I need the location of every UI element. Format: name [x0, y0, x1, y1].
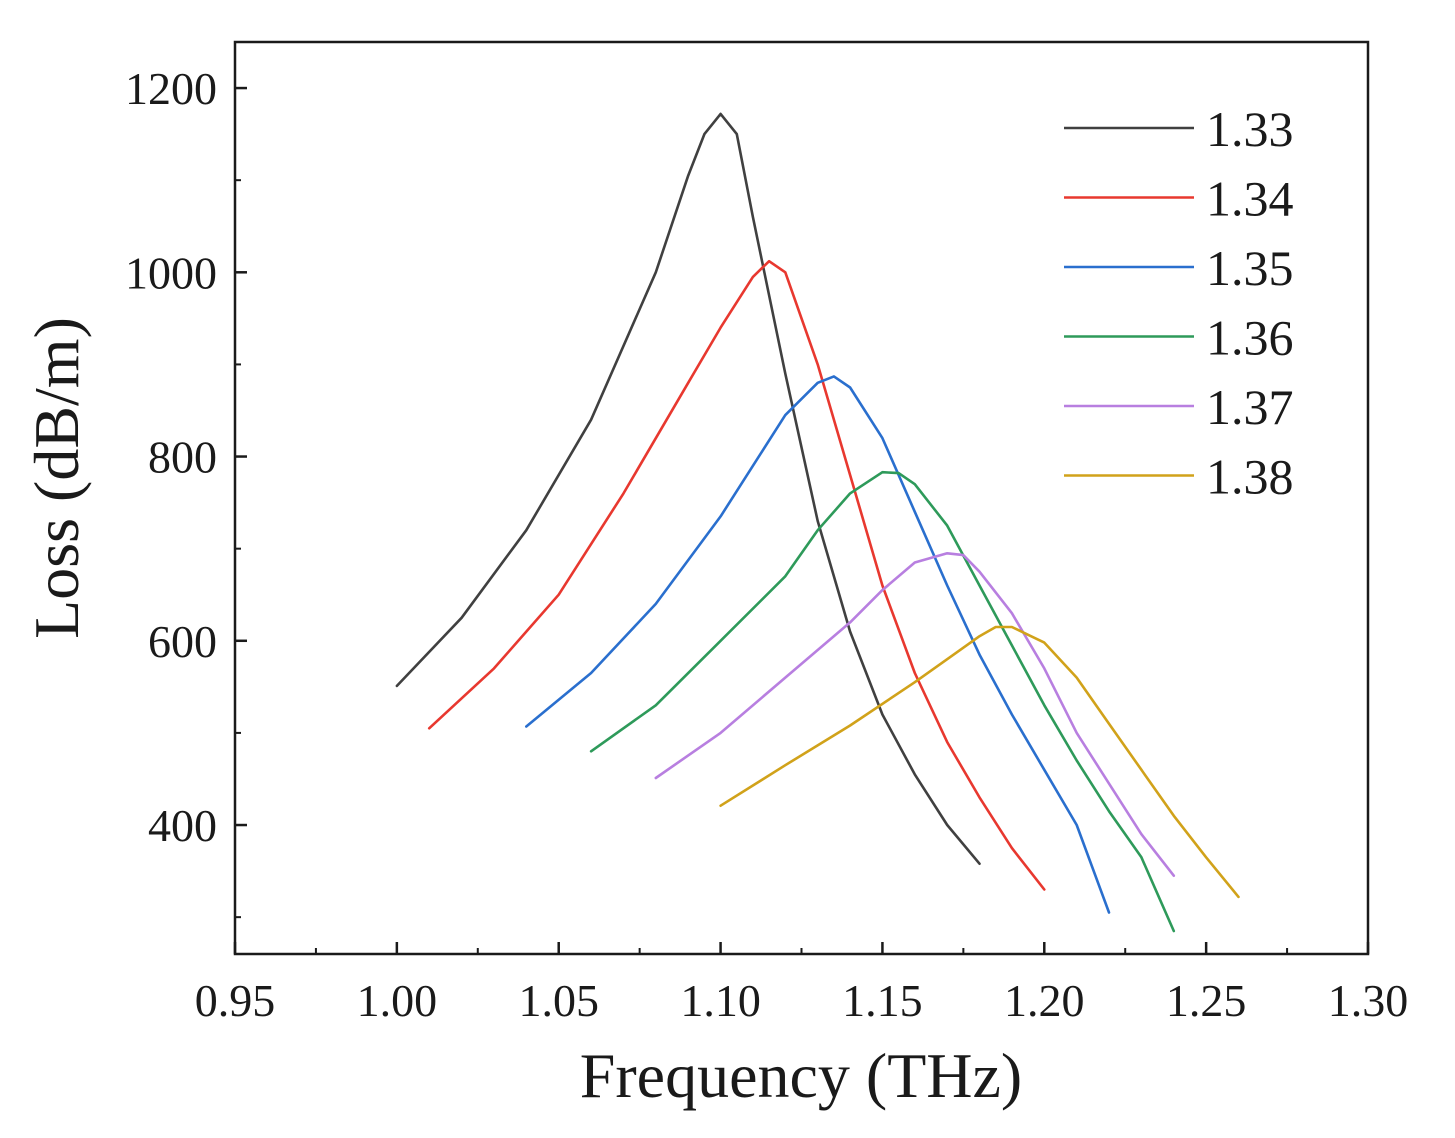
series-layer — [395, 112, 1240, 933]
legend-label-1-34: 1.34 — [1206, 171, 1294, 227]
legend-label-1-35: 1.35 — [1206, 240, 1294, 296]
legend: 1.33 1.34 1.35 1.36 1.37 1.38 — [1064, 101, 1294, 505]
legend-label-1-38: 1.38 — [1206, 449, 1294, 505]
legend-label-1-37: 1.37 — [1206, 379, 1294, 435]
series-line-1-37 — [654, 551, 1176, 878]
x-axis-title: Frequency (THz) — [580, 1040, 1022, 1111]
y-tick-label: 1000 — [125, 247, 217, 298]
legend-label-1-33: 1.33 — [1206, 101, 1294, 157]
series-line-1-36 — [589, 470, 1176, 933]
x-tick-label: 1.20 — [1004, 975, 1085, 1026]
x-tick-label: 1.30 — [1328, 975, 1409, 1026]
y-axis-title: Loss (dB/m) — [21, 317, 92, 639]
x-tick-label: 1.05 — [518, 975, 599, 1026]
series-line-1-34 — [427, 259, 1046, 891]
x-tick-label: 1.15 — [842, 975, 923, 1026]
x-axis: 0.95 1.00 1.05 1.10 1.15 1.20 1.25 1.30 — [195, 942, 1409, 1026]
x-tick-label: 0.95 — [195, 975, 276, 1026]
y-tick-label: 400 — [148, 800, 217, 851]
y-tick-label: 800 — [148, 432, 217, 483]
series-line-1-35 — [524, 375, 1111, 914]
x-tick-label: 1.00 — [357, 975, 438, 1026]
series-line-1-33 — [395, 112, 981, 866]
series-line-1-38 — [719, 625, 1240, 899]
x-tick-label: 1.25 — [1166, 975, 1247, 1026]
y-tick-label: 600 — [148, 616, 217, 667]
x-tick-label: 1.10 — [680, 975, 761, 1026]
y-tick-label: 1200 — [125, 63, 217, 114]
y-axis: 400 600 800 1000 1200 — [125, 63, 247, 919]
legend-label-1-36: 1.36 — [1206, 310, 1294, 366]
